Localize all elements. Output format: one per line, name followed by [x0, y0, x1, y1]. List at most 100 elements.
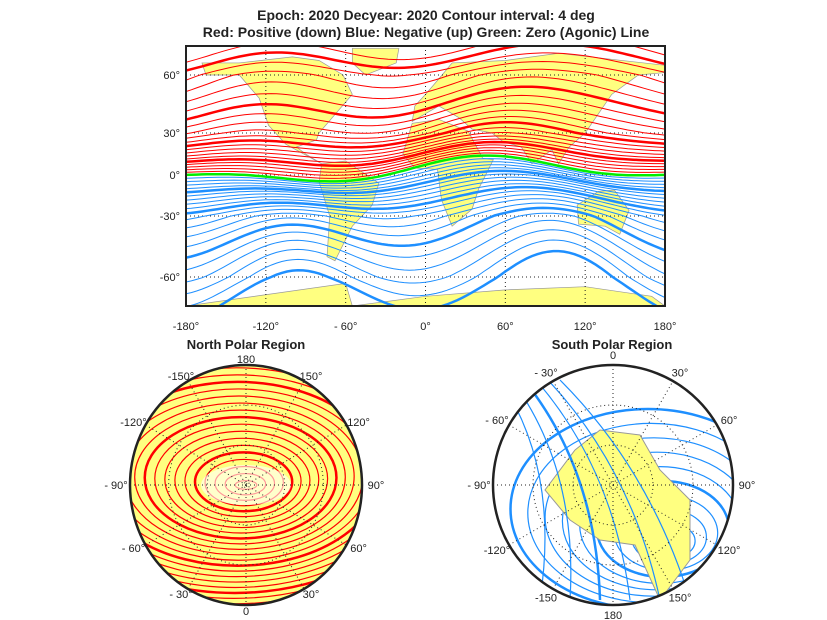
angle-label: - 60°	[122, 543, 145, 555]
angle-label: 60°	[721, 415, 738, 427]
north-contour	[164, 430, 320, 529]
contour-32	[186, 132, 665, 156]
south-contour	[559, 379, 691, 601]
contour-8	[186, 149, 665, 176]
north-contour	[130, 374, 362, 572]
south-contour	[535, 379, 631, 601]
contour--36	[186, 183, 665, 210]
south-polar-axes: South Polar Region 0 - 30° 30° - 60° 60° - 90…	[467, 337, 755, 620]
north-contour	[130, 365, 362, 589]
angle-label: 150°	[300, 371, 323, 383]
title-line-1: Epoch: 2020 Decyear: 2020 Contour interv…	[257, 7, 595, 23]
south-contour	[511, 379, 572, 601]
north-contour	[130, 365, 362, 583]
north-frame	[128, 363, 364, 607]
angle-label: 180	[604, 610, 622, 620]
x-tick-labels: -180° -120° - 60° 0° 60° 120° 180°	[173, 321, 677, 333]
contour-52	[186, 102, 665, 135]
north-angle-labels: 180 -150° 150° -120° 120° - 90° 90° - 60° 60° - 3…	[104, 354, 384, 618]
contour--28	[186, 176, 665, 201]
contour-64	[186, 76, 665, 112]
south-polar-title: South Polar Region	[552, 337, 673, 352]
north-contour	[143, 415, 338, 540]
angle-label: -120°	[120, 417, 146, 429]
south-contour	[547, 379, 661, 601]
angle-label: 90°	[368, 480, 385, 492]
contour--48	[186, 194, 665, 229]
north-contour	[174, 437, 311, 523]
south-antarctica	[544, 429, 691, 601]
south-contour	[523, 379, 602, 601]
angle-label: 30°	[303, 589, 320, 601]
contour-28	[186, 135, 665, 160]
contour-24	[186, 138, 665, 163]
y-tick-label: -30°	[160, 211, 180, 223]
x-tick-label: 0°	[420, 321, 431, 333]
contour--16	[186, 167, 665, 191]
north-contour	[130, 365, 362, 599]
x-tick-label: -180°	[173, 321, 199, 333]
contour--52	[186, 198, 665, 238]
contour--44	[186, 190, 665, 221]
contour--32	[186, 179, 665, 205]
contour--12	[186, 164, 665, 189]
south-frame	[491, 363, 735, 607]
south-contour	[544, 437, 733, 597]
contour--64	[186, 212, 665, 271]
angle-label: -150°	[168, 371, 194, 383]
south-angle-labels: 0 - 30° 30° - 60° 60° - 90° 90° -120° 120° -150 15…	[467, 350, 755, 620]
north-contour	[130, 395, 362, 556]
x-tick-label: -120°	[253, 321, 279, 333]
contour--24	[186, 173, 665, 197]
contour--40	[186, 185, 665, 215]
contour-80	[186, 46, 665, 72]
y-tick-label: 0°	[169, 170, 180, 182]
north-contour	[134, 409, 346, 545]
x-tick-label: 120°	[574, 321, 597, 333]
angle-label: 150°	[669, 593, 692, 605]
x-tick-label: 180°	[654, 321, 677, 333]
north-graticule-ring	[168, 404, 324, 566]
angle-label: 30°	[672, 367, 689, 379]
south-contour	[509, 407, 733, 605]
angle-label: 60°	[350, 543, 367, 555]
contour-44	[186, 115, 665, 144]
north-contour	[130, 367, 362, 578]
north-contour	[130, 380, 362, 567]
contour-56	[186, 94, 665, 128]
angle-label: 90°	[739, 480, 756, 492]
land-north-america	[201, 56, 353, 165]
north-graticule-ring	[206, 444, 286, 526]
contour-72	[186, 60, 665, 92]
angle-label: -120°	[484, 545, 510, 557]
contour--72	[186, 229, 665, 295]
contour--56	[186, 202, 665, 248]
contour-12	[186, 147, 665, 173]
contour-36	[186, 127, 665, 153]
south-graticule-meridian	[552, 380, 674, 590]
contour--76	[187, 239, 665, 306]
angle-label: -150	[535, 593, 557, 605]
angle-label: - 30°	[534, 367, 557, 379]
angle-label: - 30°	[169, 589, 192, 601]
angle-label: 120°	[347, 417, 370, 429]
y-tick-label: 60°	[163, 70, 180, 82]
map-frame	[185, 45, 666, 307]
contour--8	[186, 161, 665, 187]
contour-0	[186, 154, 665, 183]
contour-40	[186, 121, 665, 149]
contour-lines	[186, 46, 665, 306]
contour-20	[186, 140, 665, 168]
contour--80	[216, 249, 659, 306]
contour--4	[186, 158, 665, 185]
contour-76	[186, 52, 665, 81]
north-contour	[130, 388, 362, 561]
contour-84	[186, 46, 665, 63]
contour--68	[186, 219, 665, 283]
north-contour	[130, 402, 355, 550]
land-greenland	[351, 48, 400, 76]
north-contour	[154, 423, 329, 534]
angle-label: 180	[237, 354, 255, 366]
world-map-axes: -180° -120° - 60° 0° 60° 120° 180° 60° 30° 0° -30…	[160, 45, 677, 333]
